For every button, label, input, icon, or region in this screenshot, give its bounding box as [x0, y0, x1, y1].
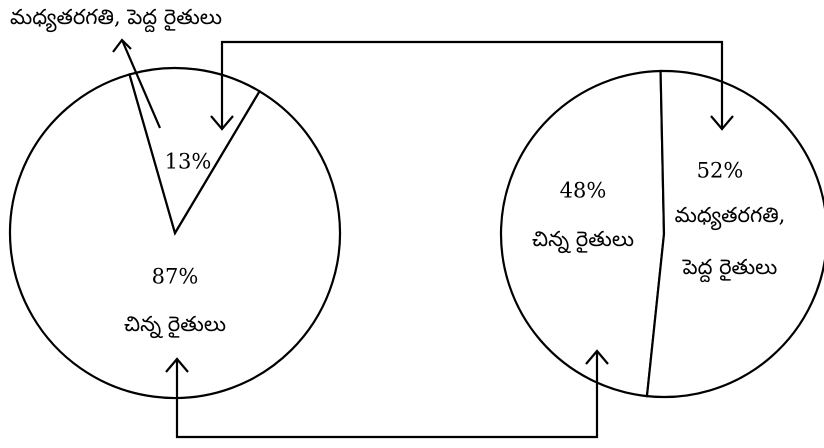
category-label: చిన్న రైతులు — [532, 227, 634, 254]
pie-slice — [128, 66, 261, 236]
value-label: 87% — [152, 265, 199, 289]
category-line: చిన్న రైతులు — [124, 312, 226, 339]
arrows — [112, 38, 734, 439]
category-line: మధ్యతరగతి, — [675, 203, 786, 231]
value-label: 52% — [697, 159, 744, 183]
pie — [499, 69, 824, 399]
connector — [175, 352, 599, 439]
connector — [220, 40, 724, 128]
value-label: 13% — [165, 150, 212, 174]
category-label: చిన్న రైతులు — [124, 312, 226, 339]
pie-slice — [645, 69, 824, 399]
arrow-head — [165, 349, 609, 373]
pie-slice — [8, 73, 342, 400]
arrow-head — [210, 115, 734, 131]
category-line: మధ్యతరగతి, పెద్ద రైతులు — [10, 5, 222, 33]
value-label: 48% — [560, 179, 607, 203]
category-line: పెద్ద రైతులు — [682, 255, 778, 283]
pie-slice — [499, 69, 666, 398]
pie — [8, 66, 342, 400]
category-line: చిన్న రైతులు — [532, 227, 634, 254]
arrow-head — [112, 38, 132, 53]
category-label: మధ్యతరగతి, పెద్ద రైతులు — [10, 5, 222, 33]
category-label: మధ్యతరగతి, పెద్ద రైతులు — [675, 203, 786, 283]
arrow — [120, 39, 162, 129]
